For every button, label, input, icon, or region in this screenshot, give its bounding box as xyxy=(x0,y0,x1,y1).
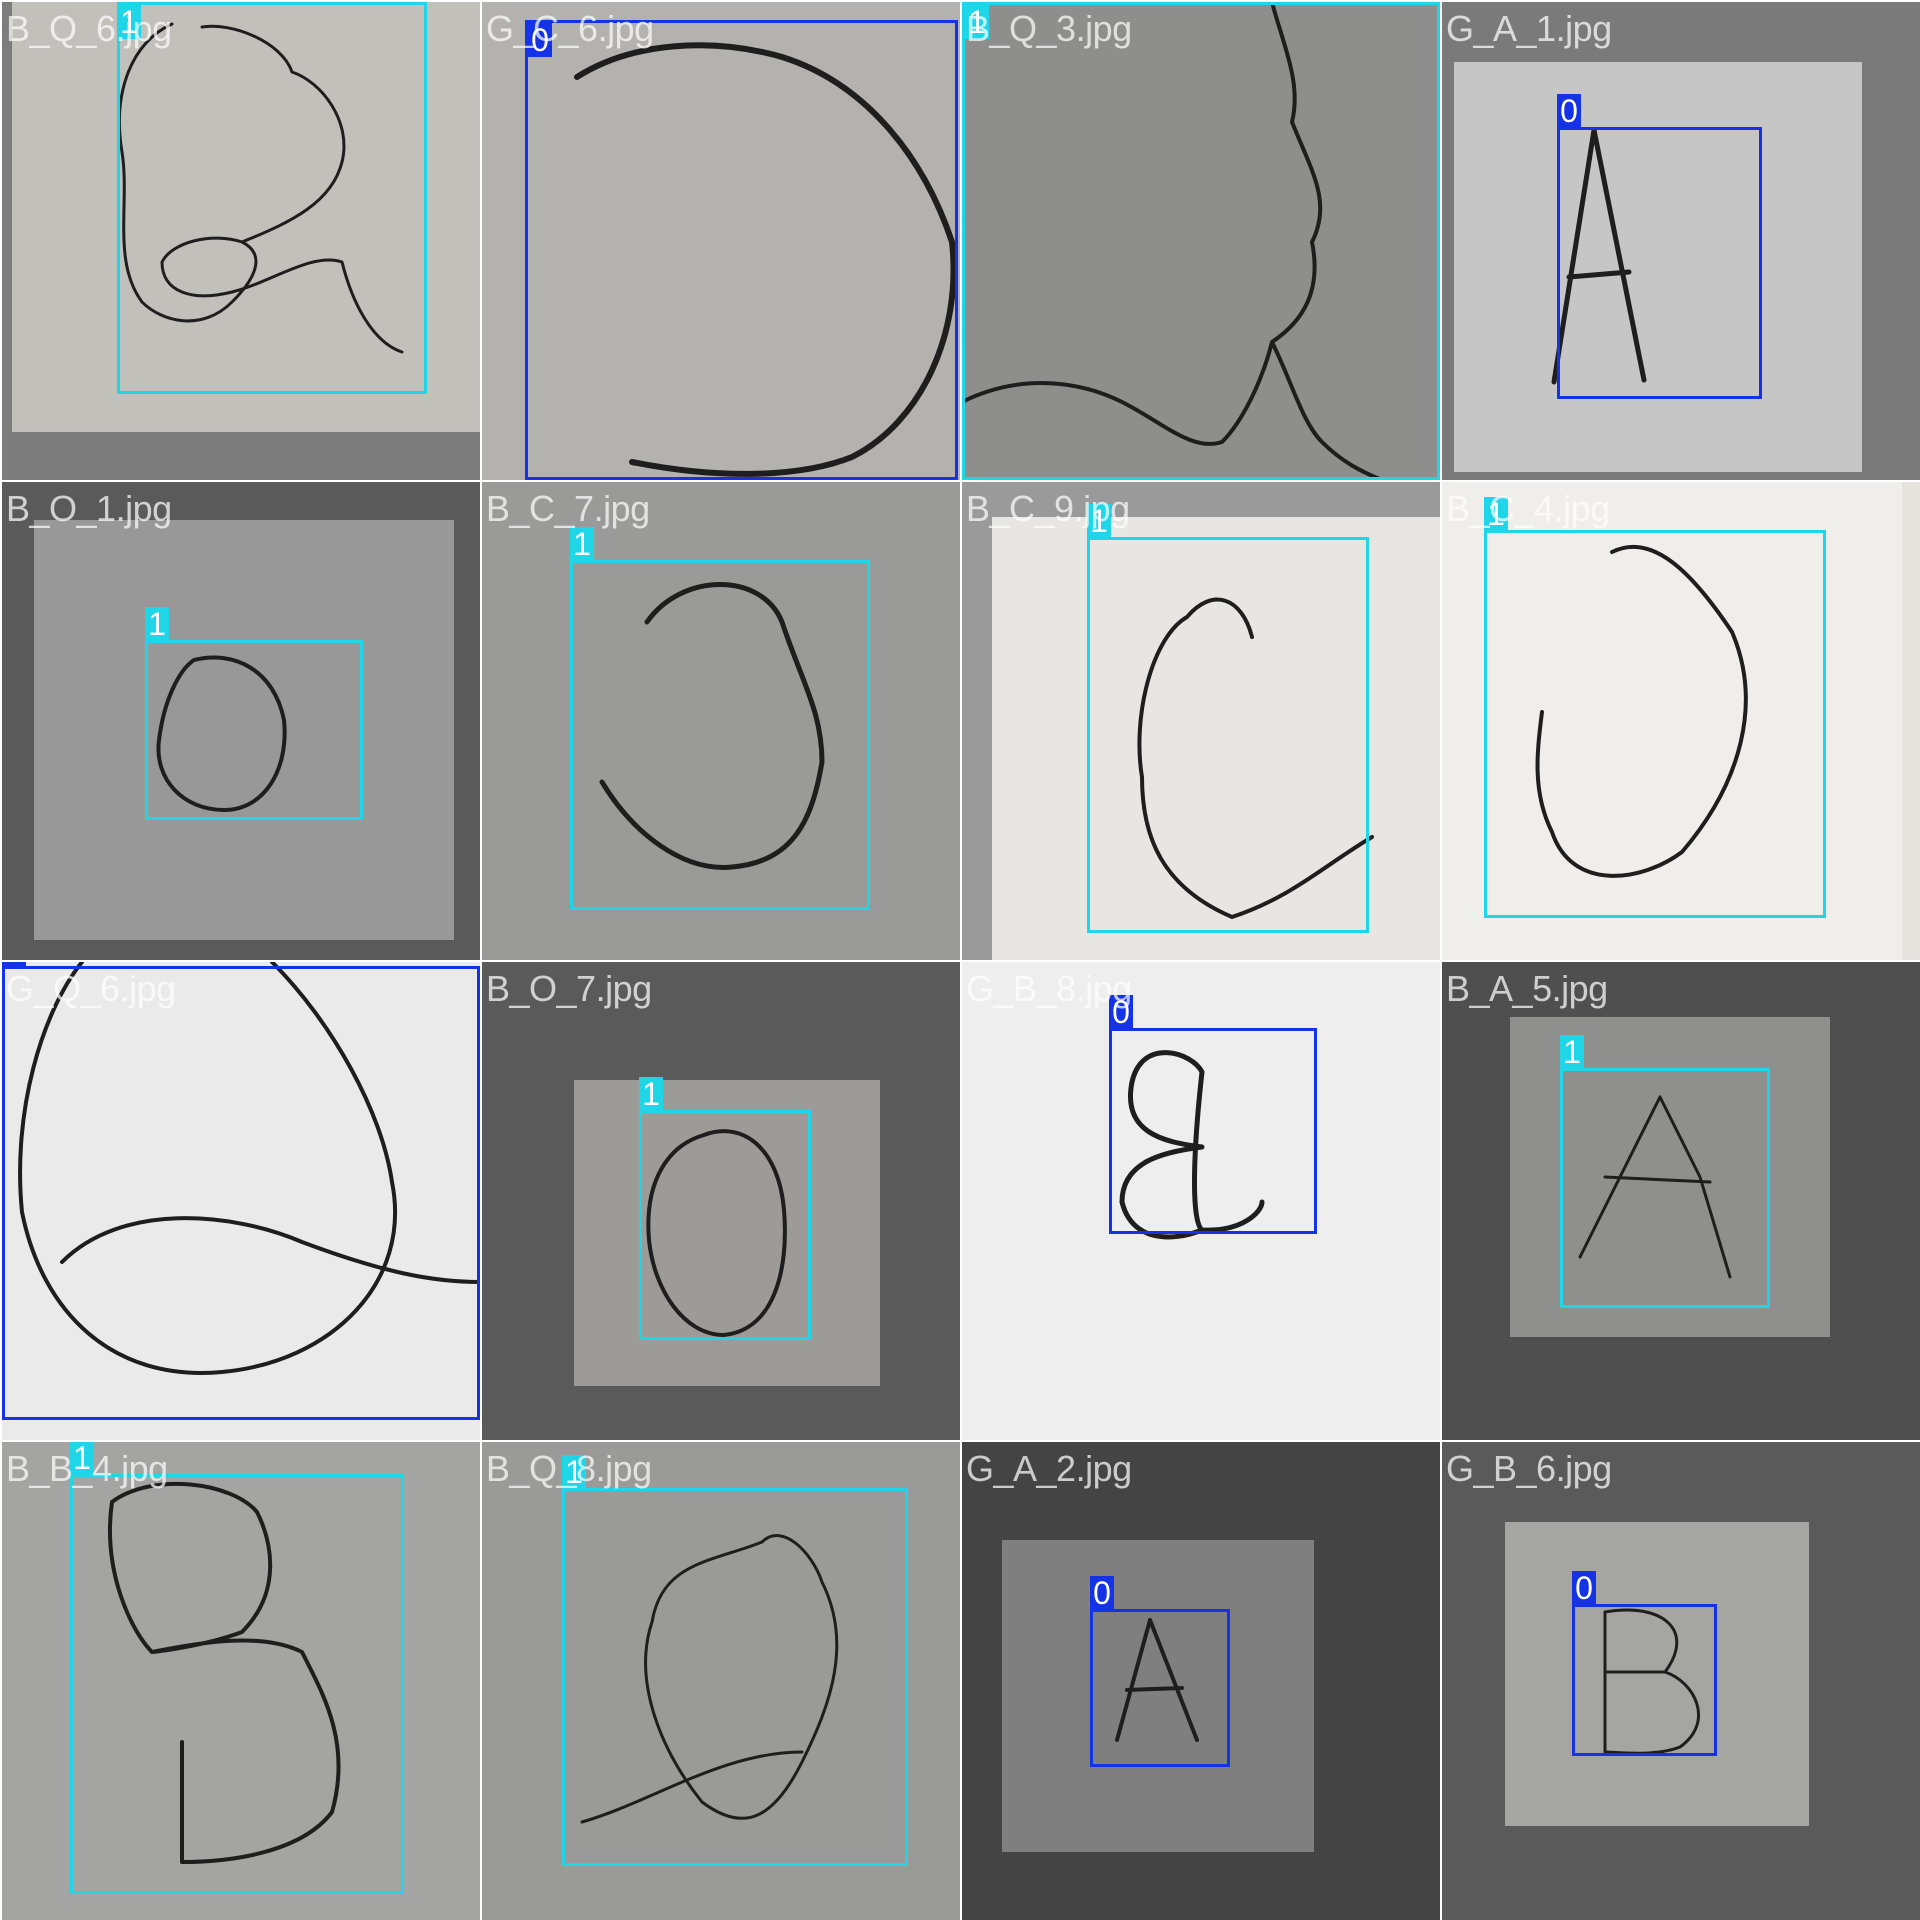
image-tile[interactable]: B_Q_8.jpg 1 xyxy=(482,1442,960,1920)
sample-photo xyxy=(34,520,454,940)
file-name: B_B_4.jpg xyxy=(6,1448,168,1489)
bounding-box[interactable]: 1 xyxy=(570,527,870,910)
bounding-box[interactable]: 0 xyxy=(2,962,480,1420)
bounding-box[interactable]: 1 xyxy=(962,2,1440,480)
image-tile[interactable]: G_B_6.jpg 0 xyxy=(1442,1442,1920,1920)
bounding-box[interactable]: 0 xyxy=(525,20,958,480)
class-label: 0 xyxy=(2,962,26,967)
class-label: 1 xyxy=(70,1442,94,1475)
class-label: 1 xyxy=(570,527,594,561)
image-tile[interactable]: B_C_7.jpg 1 xyxy=(482,482,960,960)
class-label: 1 xyxy=(1087,504,1111,538)
bounding-box[interactable]: 1 xyxy=(639,1077,811,1340)
sample-photo xyxy=(1505,1522,1809,1826)
sample-photo xyxy=(992,517,1440,960)
image-tile[interactable]: G_C_6.jpg 0 xyxy=(482,2,960,480)
file-name: B_Q_8.jpg xyxy=(486,1448,652,1489)
bounding-box[interactable]: 0 xyxy=(1557,94,1762,399)
image-tile[interactable]: B_C_9.jpg 1 xyxy=(962,482,1440,960)
image-tile[interactable]: B_O_1.jpg 1 xyxy=(2,482,480,960)
sample-photo xyxy=(2,1442,480,1920)
class-label: 0 xyxy=(1572,1571,1596,1605)
file-name: G_Q_6.jpg xyxy=(6,968,176,1009)
bounding-box[interactable]: 1 xyxy=(1087,504,1369,933)
sample-photo xyxy=(962,962,1440,1440)
bounding-box[interactable]: 1 xyxy=(1560,1035,1770,1308)
sample-photo xyxy=(1002,1540,1314,1852)
class-label: 1 xyxy=(965,5,989,39)
bounding-box[interactable]: 1 xyxy=(70,1442,404,1894)
sample-photo xyxy=(482,1442,960,1920)
bounding-box[interactable]: 1 xyxy=(117,2,427,394)
class-label: 1 xyxy=(145,607,169,641)
sample-photo xyxy=(962,2,1440,480)
bounding-box[interactable]: 1 xyxy=(562,1455,908,1866)
image-tile[interactable]: B_B_4.jpg 1 xyxy=(2,1442,480,1920)
image-tile[interactable]: G_Q_6.jpg 0 xyxy=(2,962,480,1440)
file-name: B_O_1.jpg xyxy=(6,488,172,529)
sample-photo xyxy=(1454,62,1862,472)
sample-photo xyxy=(574,1080,880,1386)
image-tile[interactable]: B_Q_6.jpg 1 xyxy=(2,2,480,480)
file-name: G_B_8.jpg xyxy=(966,968,1132,1009)
class-label: 1 xyxy=(1484,497,1508,531)
file-name: G_A_1.jpg xyxy=(1446,8,1612,49)
file-name: B_O_7.jpg xyxy=(486,968,652,1009)
sample-photo xyxy=(2,962,480,1440)
class-label: 1 xyxy=(562,1455,586,1489)
image-tile[interactable]: B_C_4.jpg 1 xyxy=(1442,482,1920,960)
file-name: B_C_9.jpg xyxy=(966,488,1130,529)
file-name: B_Q_6.jpg xyxy=(6,8,172,49)
class-label: 0 xyxy=(1557,94,1581,128)
class-label: 1 xyxy=(117,5,141,39)
bounding-box[interactable]: 0 xyxy=(1109,995,1317,1234)
file-name: G_C_6.jpg xyxy=(486,8,654,49)
bounding-box[interactable]: 1 xyxy=(1484,497,1826,918)
bounding-box[interactable]: 1 xyxy=(145,607,363,820)
class-label: 1 xyxy=(639,1077,663,1111)
bounding-box[interactable]: 0 xyxy=(1572,1571,1717,1756)
class-label: 0 xyxy=(528,23,552,57)
file-name: B_C_7.jpg xyxy=(486,488,650,529)
class-label: 1 xyxy=(1560,1035,1584,1069)
class-label: 0 xyxy=(1090,1576,1114,1610)
sample-photo xyxy=(12,2,480,432)
class-label: 0 xyxy=(1109,995,1133,1029)
image-tile[interactable]: B_O_7.jpg 1 xyxy=(482,962,960,1440)
file-name: B_A_5.jpg xyxy=(1446,968,1608,1009)
file-name: B_C_4.jpg xyxy=(1446,488,1610,529)
image-tile[interactable]: G_A_1.jpg 0 xyxy=(1442,2,1920,480)
image-tile[interactable]: B_A_5.jpg 1 xyxy=(1442,962,1920,1440)
image-tile[interactable]: B_Q_3.jpg 1 xyxy=(962,2,1440,480)
file-name: G_B_6.jpg xyxy=(1446,1448,1612,1489)
bounding-box[interactable]: 0 xyxy=(1090,1576,1230,1767)
sample-photo xyxy=(482,2,960,480)
image-tile[interactable]: G_B_8.jpg 0 xyxy=(962,962,1440,1440)
file-name: G_A_2.jpg xyxy=(966,1448,1132,1489)
file-name: B_Q_3.jpg xyxy=(966,8,1132,49)
image-tile[interactable]: G_A_2.jpg 0 xyxy=(962,1442,1440,1920)
